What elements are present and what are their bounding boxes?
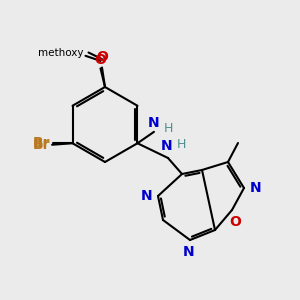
Text: N: N: [148, 116, 160, 130]
Text: N: N: [183, 245, 194, 260]
Text: O: O: [229, 214, 241, 229]
Text: Br: Br: [33, 136, 51, 150]
Text: H: H: [177, 137, 186, 151]
Text: H: H: [164, 122, 173, 135]
Text: O: O: [94, 53, 106, 67]
Text: N: N: [249, 181, 261, 195]
Text: methoxy: methoxy: [38, 48, 83, 58]
Text: O: O: [96, 50, 108, 64]
Text: Br: Br: [33, 138, 51, 152]
Text: N: N: [141, 189, 153, 203]
Text: N: N: [161, 139, 172, 153]
